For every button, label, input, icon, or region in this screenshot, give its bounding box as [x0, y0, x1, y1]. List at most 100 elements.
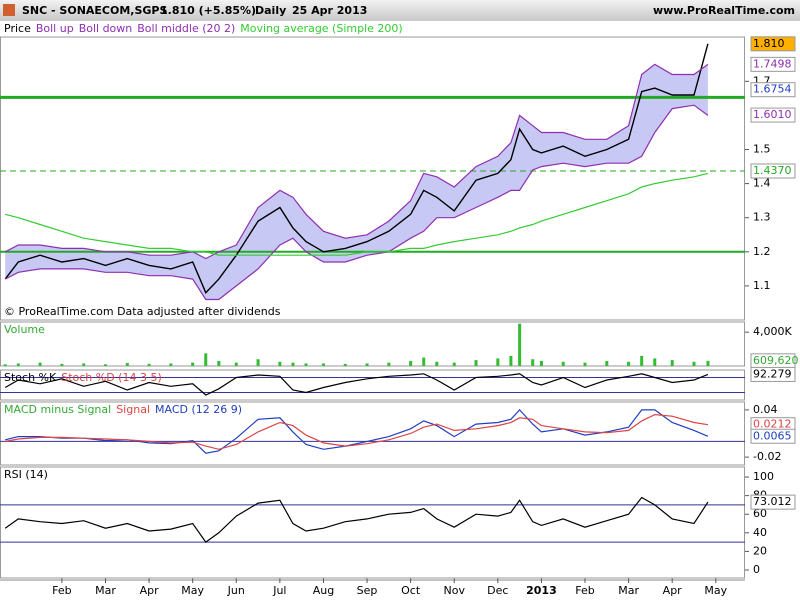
y-tick-label: -0.02 [753, 450, 781, 463]
header-bar [0, 0, 800, 21]
legend-entry: Stoch %K [4, 371, 57, 384]
legend-entry: Boll middle (20 2) [137, 22, 235, 35]
volume-bar [304, 363, 308, 366]
panel [0, 466, 745, 579]
volume-bar [627, 361, 631, 366]
y-tick-label: 1.4 [753, 177, 771, 190]
series-line [5, 172, 709, 256]
legend-entry: Boll up [36, 22, 74, 35]
y-tick-label: 0 [753, 563, 760, 576]
volume-bar [103, 364, 107, 366]
x-tick-label: Feb [52, 584, 71, 597]
value-marker-label: 92.279 [753, 367, 792, 380]
legend-entry: Boll down [79, 22, 133, 35]
x-tick-label: Jul [272, 584, 286, 597]
x-tick-label: Feb [575, 584, 594, 597]
volume-bar [16, 363, 20, 366]
volume-bar [204, 353, 208, 366]
volume-bar [343, 363, 347, 366]
x-tick-label: Oct [401, 584, 421, 597]
y-tick-label: 60 [753, 507, 767, 520]
volume-bar [3, 364, 7, 366]
value-marker-label: 1.6010 [753, 108, 792, 121]
y-tick-label: 1.3 [753, 211, 771, 224]
volume-bar [670, 360, 674, 366]
x-tick-label: Sep [357, 584, 378, 597]
y-tick-label: 1.5 [753, 143, 771, 156]
y-tick-label: 100 [753, 470, 774, 483]
volume-bar [561, 361, 565, 366]
value-marker [750, 107, 796, 123]
value-marker [750, 163, 796, 179]
panel [0, 36, 745, 321]
panel [0, 401, 745, 466]
value-marker-label: 0.0065 [753, 429, 792, 442]
y-tick-label: 4,000K [753, 325, 792, 338]
value-marker [750, 82, 796, 98]
value-marker-label: 73.012 [753, 495, 792, 508]
x-tick-label: Jun [227, 584, 245, 597]
series-line [4, 496, 709, 543]
header: SNC - SONAECOM,SGPS 1.810 (+5.85%) Daily… [22, 4, 795, 17]
volume-bar [38, 362, 42, 366]
x-tick-label: Nov [444, 584, 466, 597]
value-marker-label: 1.7498 [753, 57, 792, 70]
y-tick-label: 0.04 [753, 403, 778, 416]
volume-bar [653, 358, 657, 366]
volume-bar [706, 360, 710, 366]
volume-bar [191, 362, 195, 366]
legend-entry: Stoch %D (14 3 5) [61, 371, 162, 384]
value-marker-label: 1.4370 [753, 164, 792, 177]
value-marker [750, 56, 796, 72]
series-line [5, 409, 709, 454]
date: 25 Apr 2013 [292, 4, 367, 17]
price-line [4, 43, 709, 294]
header-icon [3, 4, 15, 16]
y-tick-label: 20 [753, 544, 767, 557]
series-line [4, 373, 709, 396]
series-line [4, 63, 709, 260]
volume-bar [217, 360, 221, 366]
volume-bar [321, 363, 325, 366]
volume-bar [169, 363, 173, 366]
x-tick-label: May [181, 584, 204, 597]
value-marker-label: 1.810 [753, 37, 785, 50]
volume-bar [387, 362, 391, 366]
volume-bar [518, 323, 522, 366]
volume-bar [365, 363, 369, 366]
value-marker [750, 428, 796, 444]
period: Daily [255, 4, 286, 17]
volume-bar [605, 360, 609, 366]
volume-bar [278, 361, 282, 366]
volume-bar [474, 360, 478, 366]
volume-bar [125, 363, 129, 366]
volume-bar [539, 360, 543, 366]
x-tick-label: Apr [140, 584, 160, 597]
x-tick-label: Mar [618, 584, 639, 597]
volume-bar [452, 362, 456, 366]
volume-bar [640, 355, 644, 366]
legend-entry: Signal [116, 403, 150, 416]
volume-bar [291, 362, 295, 366]
y-tick-label: 1.1 [753, 279, 771, 292]
x-tick-label: Apr [663, 584, 683, 597]
x-tick-label: Aug [313, 584, 334, 597]
y-tick-label: 40 [753, 526, 767, 539]
panel [0, 321, 745, 367]
volume-bar [496, 358, 500, 366]
value-marker-label: 1.6754 [753, 83, 792, 96]
volume-bar [583, 362, 587, 366]
legend-entry: Volume [4, 323, 45, 336]
volume-bar [409, 360, 413, 366]
volume-bar [256, 359, 260, 366]
panel [0, 369, 745, 401]
volume-bar [692, 361, 696, 366]
volume-bar [509, 355, 513, 366]
volume-bar [82, 363, 86, 366]
site: www.ProRealTime.com [653, 4, 795, 17]
quote: 1.810 (+5.85%) [160, 4, 256, 17]
volume-bar [234, 362, 238, 366]
value-marker [750, 494, 796, 510]
